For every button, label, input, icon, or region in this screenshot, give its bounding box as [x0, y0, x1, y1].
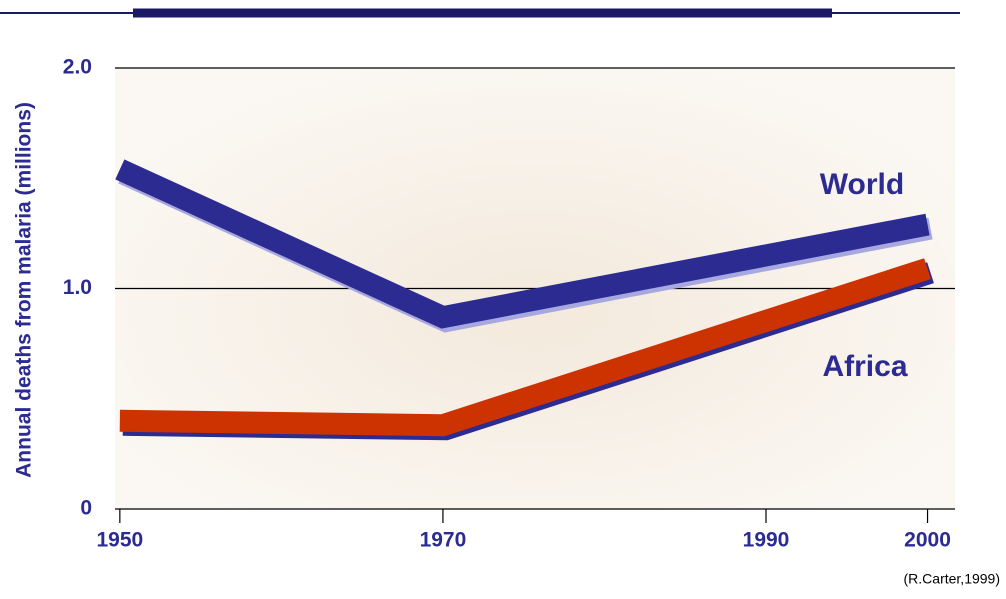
- series-label: Africa: [822, 350, 907, 383]
- y-tick-label: 2.0: [63, 56, 92, 79]
- y-tick-label: 0: [80, 497, 92, 520]
- x-tick-label: 1970: [420, 529, 467, 552]
- x-tick-label: 2000: [904, 529, 951, 552]
- series-line: [119, 258, 931, 437]
- y-axis-label: Annual deaths from malaria (millions): [13, 102, 36, 478]
- source-note: (R.Carter,1999): [904, 571, 1000, 587]
- x-tick-label: 1990: [743, 529, 790, 552]
- series-line: [115, 159, 930, 329]
- series-label: World: [820, 168, 904, 201]
- y-tick-label: 1.0: [63, 276, 92, 299]
- x-tick-label: 1950: [96, 529, 143, 552]
